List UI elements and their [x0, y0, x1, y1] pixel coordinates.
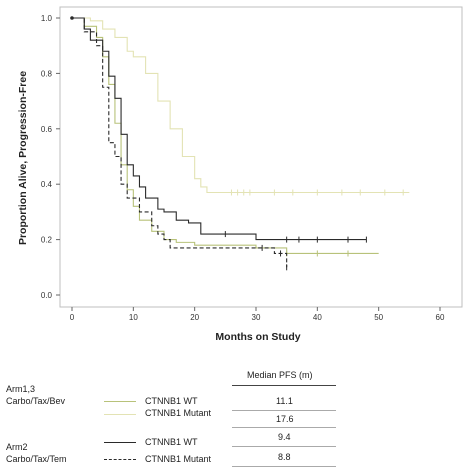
row-rule-3: [232, 446, 336, 447]
y-tick-label: 1.0: [41, 14, 53, 23]
legend-line-arm2-mut: [104, 459, 136, 460]
median-arm13-mut: 17.6: [276, 414, 294, 424]
legend-label-arm13-mut: CTNNB1 Mutant: [145, 408, 212, 418]
legend-label-arm13-wt: CTNNB1 WT: [145, 396, 198, 406]
y-tick-label: 0.6: [41, 125, 53, 134]
series-line-2: [72, 17, 367, 241]
row-rule-2: [232, 427, 336, 428]
legend-label-arm2-wt: CTNNB1 WT: [145, 437, 198, 447]
y-tick-label: 0.4: [41, 180, 53, 189]
legend-group-subtitle-2: Carbo/Tax/Tem: [6, 454, 67, 464]
series-line-0: [72, 17, 379, 254]
y-tick-label: 0.2: [41, 236, 53, 245]
x-tick-label: 60: [436, 313, 445, 322]
legend-label-arm2-mut: CTNNB1 Mutant: [145, 454, 212, 464]
legend-line-arm13-mut: [104, 414, 136, 415]
y-tick-label: 0.0: [41, 291, 53, 300]
series-line-1: [72, 17, 410, 194]
y-axis-title: Proportion Alive, Progression-Free: [17, 71, 29, 245]
x-tick-label: 0: [70, 313, 75, 322]
series-group: [70, 16, 410, 271]
legend-group-subtitle-1: Carbo/Tax/Bev: [6, 396, 66, 406]
legend-group-title-2: Arm2: [6, 442, 28, 452]
header-rule: [232, 385, 336, 386]
median-arm2-mut: 8.8: [278, 452, 291, 462]
legend-line-arm13-wt: [104, 401, 136, 402]
row-rule-4: [232, 466, 336, 467]
x-tick-label: 30: [252, 313, 261, 322]
legend-group-title-1: Arm1,3: [6, 384, 36, 394]
median-arm13-wt: 11.1: [276, 396, 293, 406]
median-arm2-wt: 9.4: [278, 432, 291, 442]
x-tick-label: 10: [129, 313, 138, 322]
x-tick-label: 40: [313, 313, 322, 322]
x-tick-label: 20: [190, 313, 199, 322]
y-tick-label: 0.8: [41, 69, 53, 78]
legend: Median PFS (m) Arm1,3 Carbo/Tax/Bev CTNN…: [0, 360, 468, 475]
axes-group: 0 10 20 30 40 50 60 0.0 0.2 0.4 0.6 0.8 1.0: [41, 14, 445, 322]
km-plot: 0 10 20 30 40 50 60 0.0 0.2 0.4 0.6 0.8 1.0 Months o…: [17, 6, 463, 343]
x-axis-title: Months on Study: [215, 331, 300, 343]
series-line-3: [72, 17, 288, 268]
legend-header: Median PFS (m): [247, 370, 313, 380]
row-rule-1: [232, 410, 336, 411]
legend-line-arm2-wt: [104, 442, 136, 443]
plot-frame: [59, 6, 463, 308]
x-tick-label: 50: [374, 313, 383, 322]
start-point: [70, 16, 74, 20]
